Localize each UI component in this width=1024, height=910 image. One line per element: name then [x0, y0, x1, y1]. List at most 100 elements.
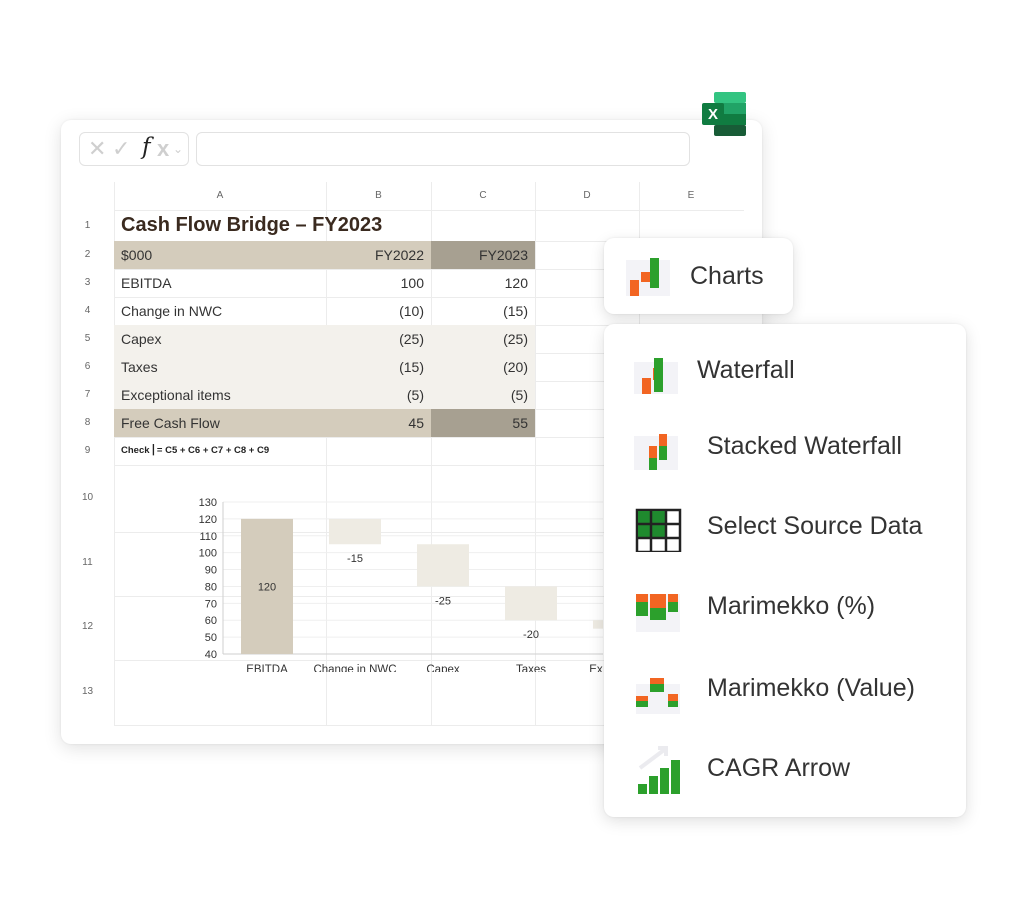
header-label-cell[interactable]: $000: [114, 241, 326, 269]
x-tick-label: Exceptional: [589, 664, 603, 672]
total-fy2023-cell[interactable]: 55: [431, 409, 535, 437]
marimekko-value-icon: [636, 678, 680, 714]
line-fy2022-cell[interactable]: (15): [326, 353, 431, 381]
chevron-down-icon[interactable]: ⌄: [173, 142, 184, 156]
row-header[interactable]: 12: [81, 621, 94, 632]
line-fy2023-cell[interactable]: (15): [503, 303, 528, 319]
waterfall-bar: [329, 518, 381, 545]
x-tick-label: Capex: [426, 664, 459, 672]
line-label-cell[interactable]: EBITDA: [121, 275, 172, 291]
row-header[interactable]: 7: [84, 389, 91, 400]
data-label: -25: [435, 595, 451, 607]
y-tick-label: 110: [199, 531, 217, 543]
formula-controls: ✕ ✓ f x ⌄: [79, 132, 189, 166]
formula-input[interactable]: [196, 132, 690, 166]
row-header[interactable]: 3: [84, 277, 91, 288]
row-header[interactable]: 5: [84, 333, 91, 344]
menu-item-label: Marimekko (%): [707, 592, 876, 620]
x-tick-label: Taxes: [516, 664, 546, 672]
sheet-grid: A B C D E 1 2 3 4 5 6 7 8 9 10 11 12 13 …: [61, 120, 762, 744]
menu-item-label: Waterfall: [697, 356, 795, 384]
line-fy2023-cell[interactable]: 120: [504, 275, 528, 291]
marimekko-percent-icon: [636, 594, 680, 632]
data-label: -20: [523, 629, 539, 641]
cancel-icon[interactable]: ✕: [88, 136, 107, 161]
line-fy2022-cell[interactable]: (25): [326, 325, 431, 353]
excel-logo-icon: X: [702, 92, 746, 136]
menu-item-cagr-arrow[interactable]: CAGR Arrow: [604, 734, 966, 804]
column-header-a[interactable]: A: [216, 190, 224, 201]
grid-line: [114, 210, 744, 211]
y-tick-label: 120: [199, 514, 217, 526]
svg-text:X: X: [708, 106, 718, 123]
y-tick-label: 60: [205, 615, 217, 627]
grid-line: [114, 725, 744, 726]
check-formula-cell[interactable]: Check ⎜= C5 + C6 + C7 + C8 + C9: [121, 445, 270, 456]
waterfall-bar: [241, 518, 293, 654]
header-fy2023-cell[interactable]: FY2023: [431, 241, 535, 269]
line-fy2022-cell[interactable]: (10): [399, 303, 424, 319]
menu-item-label: Select Source Data: [707, 512, 923, 540]
row-header[interactable]: 1: [84, 220, 91, 231]
line-label-cell[interactable]: Change in NWC: [121, 303, 223, 319]
confirm-icon[interactable]: ✓: [112, 136, 131, 161]
menu-item-waterfall[interactable]: Waterfall: [604, 336, 966, 406]
grid-line: [114, 182, 115, 726]
data-label: -15: [347, 553, 363, 565]
column-header-c[interactable]: C: [479, 190, 487, 201]
y-tick-label: 80: [205, 581, 217, 593]
y-tick-label: 50: [205, 632, 217, 644]
line-fy2023-cell[interactable]: (25): [431, 325, 535, 353]
line-label-cell[interactable]: Capex: [114, 325, 326, 353]
grid-line: [326, 182, 327, 726]
menu-item-label: Stacked Waterfall: [707, 432, 902, 460]
grid-line: [535, 182, 536, 726]
data-label: 120: [258, 581, 276, 593]
y-tick-label: 100: [199, 548, 217, 560]
waterfall-chart[interactable]: 130 120 110 100 90 80 70 60 50 40 120 EBITDA -15 Chan…: [123, 492, 603, 672]
row-header[interactable]: 13: [81, 686, 94, 697]
grid-line: [114, 532, 744, 533]
y-tick-label: 40: [205, 649, 217, 661]
menu-item-label: CAGR Arrow: [707, 754, 851, 782]
waterfall-bar: [593, 620, 603, 629]
sheet-title[interactable]: Cash Flow Bridge – FY2023: [121, 214, 383, 236]
bar-chart-icon: [626, 258, 670, 296]
line-fy2022-cell[interactable]: 100: [400, 275, 424, 291]
line-label-cell[interactable]: Exceptional items: [114, 381, 326, 409]
row-header[interactable]: 2: [84, 249, 91, 260]
column-header-d[interactable]: D: [583, 190, 591, 201]
formula-bar: ✕ ✓ f x ⌄: [79, 132, 755, 166]
menu-item-marimekko-percent[interactable]: Marimekko (%): [604, 572, 966, 642]
cagr-arrow-icon: [638, 746, 680, 794]
row-header[interactable]: 8: [84, 417, 91, 428]
line-fy2022-cell[interactable]: (5): [326, 381, 431, 409]
menu-item-marimekko-value[interactable]: Marimekko (Value): [604, 654, 966, 724]
grid-line: [114, 660, 744, 661]
line-fy2023-cell[interactable]: (20): [431, 353, 535, 381]
line-label-cell[interactable]: Taxes: [114, 353, 326, 381]
line-fy2023-cell[interactable]: (5): [431, 381, 535, 409]
total-fy2022-cell[interactable]: 45: [326, 409, 431, 437]
grid-line: [114, 269, 744, 270]
row-header[interactable]: 10: [81, 492, 94, 503]
grid-line: [114, 465, 744, 466]
row-header[interactable]: 9: [84, 445, 91, 456]
row-header[interactable]: 4: [84, 305, 91, 316]
menu-item-stacked-waterfall[interactable]: Stacked Waterfall: [604, 412, 966, 482]
grid-line: [431, 182, 432, 726]
column-header-e[interactable]: E: [687, 190, 695, 201]
waterfall-icon: [634, 358, 678, 394]
y-tick-label: 130: [199, 497, 217, 509]
row-header[interactable]: 11: [82, 557, 93, 568]
total-label-cell[interactable]: Free Cash Flow: [114, 409, 326, 437]
row-header[interactable]: 6: [84, 361, 91, 372]
charts-button[interactable]: Charts: [604, 238, 793, 314]
charts-button-label: Charts: [690, 262, 764, 290]
menu-item-select-source-data[interactable]: Select Source Data: [604, 492, 966, 562]
y-tick-label: 90: [205, 565, 217, 577]
function-icon[interactable]: f: [142, 134, 151, 160]
header-fy2022-cell[interactable]: FY2022: [326, 241, 431, 269]
grid-line: [114, 297, 744, 298]
column-header-b[interactable]: B: [375, 190, 382, 201]
